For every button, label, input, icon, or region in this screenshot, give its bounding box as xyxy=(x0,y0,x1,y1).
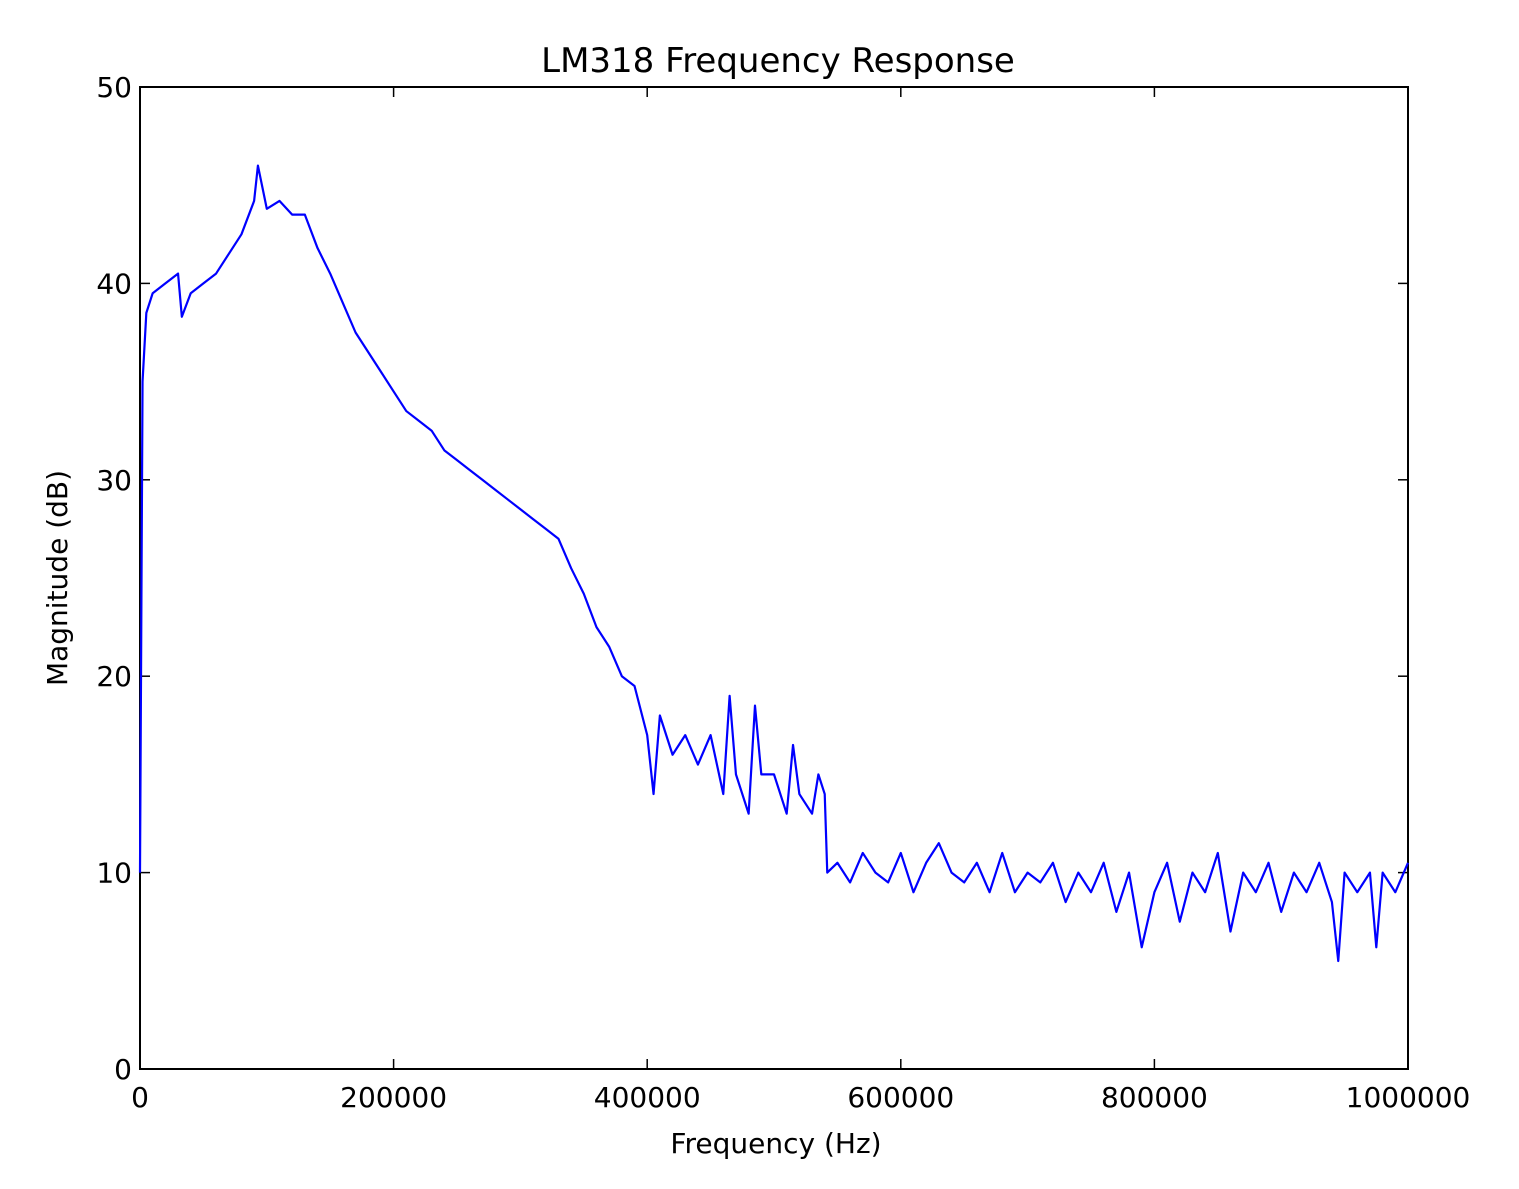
y-tick-label: 50 xyxy=(96,71,132,104)
chart-title: LM318 Frequency Response xyxy=(541,41,1015,81)
y-tick-label: 40 xyxy=(96,267,132,300)
x-tick-label: 0 xyxy=(131,1081,149,1114)
y-axis-label: Magnitude (dB) xyxy=(41,470,74,686)
y-tick-label: 0 xyxy=(114,1053,132,1086)
x-tick-label: 600000 xyxy=(847,1081,954,1114)
plot-frame xyxy=(139,86,1409,1070)
y-tick-label: 30 xyxy=(96,464,132,497)
data-line xyxy=(138,164,1410,963)
x-tick-label: 400000 xyxy=(594,1081,701,1114)
x-tick-label: 800000 xyxy=(1101,1081,1208,1114)
x-tick-label: 1000000 xyxy=(1346,1081,1471,1114)
y-tick-label: 10 xyxy=(96,857,132,890)
y-tick-label: 20 xyxy=(96,660,132,693)
x-axis-label: Frequency (Hz) xyxy=(670,1127,881,1160)
x-tick-label: 200000 xyxy=(340,1081,447,1114)
